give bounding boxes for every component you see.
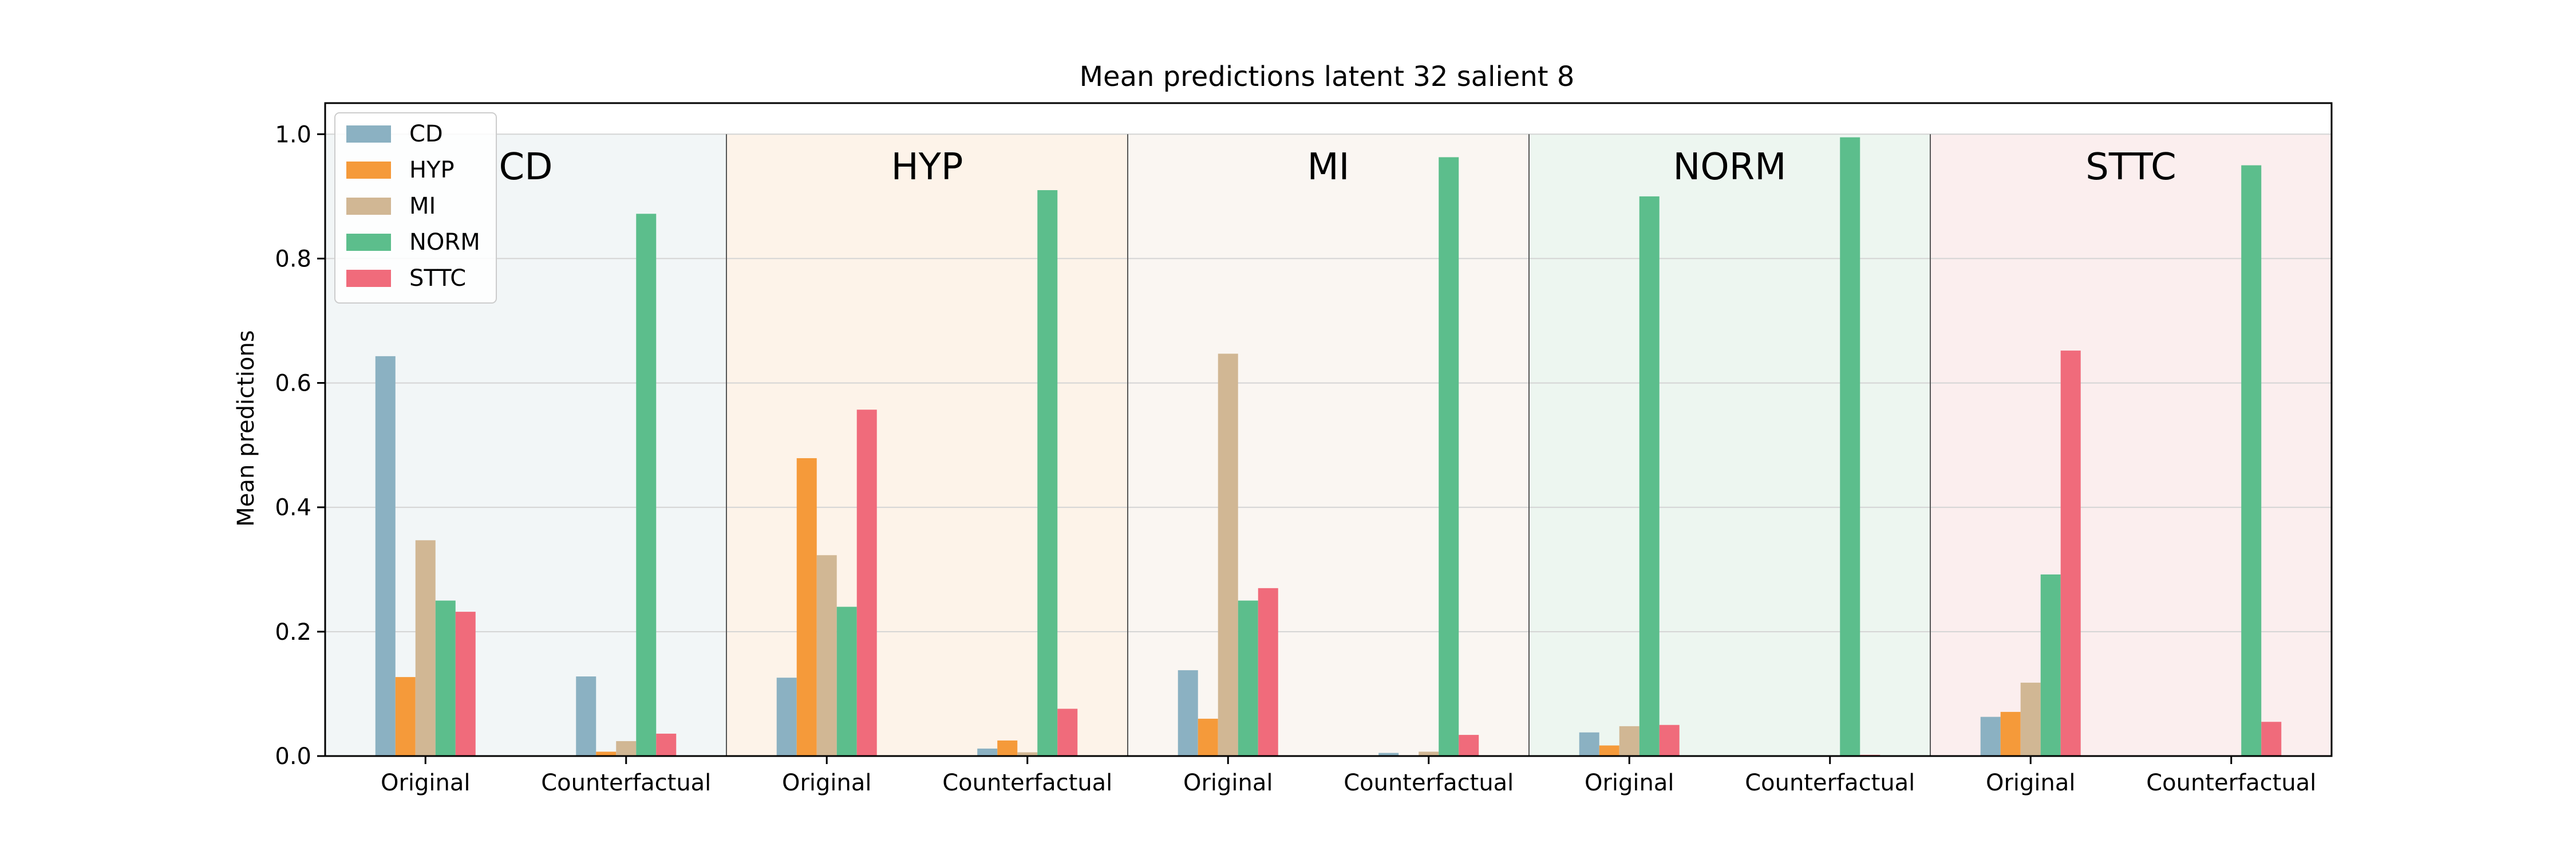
legend-label-sttc: STTC — [409, 265, 466, 292]
x-tick-label: Counterfactual — [942, 770, 1112, 796]
bar-hyp-counterfactual-mi — [1017, 752, 1038, 756]
legend-swatch-mi — [346, 198, 391, 215]
panel-background-norm — [1529, 134, 1930, 756]
legend-swatch-cd — [346, 125, 391, 143]
bar-hyp-original-mi — [816, 555, 837, 756]
legend-box — [334, 112, 497, 304]
bar-mi-counterfactual-sttc — [1459, 735, 1479, 756]
bar-sttc-original-norm — [2040, 574, 2061, 756]
y-tick-label: 1.0 — [275, 121, 311, 148]
bar-hyp-original-cd — [776, 678, 797, 756]
x-tick-label: Original — [1183, 770, 1273, 796]
bar-cd-original-sttc — [455, 612, 476, 756]
bar-hyp-counterfactual-hyp — [997, 740, 1018, 756]
x-tick-label: Original — [381, 770, 471, 796]
bar-sttc-original-cd — [1980, 717, 2001, 756]
y-tick-label: 0.4 — [275, 495, 311, 521]
bar-sttc-counterfactual-norm — [2241, 165, 2262, 757]
bar-mi-original-mi — [1218, 353, 1238, 756]
x-tick-label: Counterfactual — [2146, 770, 2316, 796]
legend-label-mi: MI — [409, 193, 436, 219]
bar-cd-counterfactual-hyp — [596, 751, 617, 756]
bar-norm-original-sttc — [1659, 725, 1680, 756]
bar-norm-original-hyp — [1599, 745, 1619, 756]
legend-label-cd: CD — [409, 121, 443, 147]
chart-title: Mean predictions latent 32 salient 8 — [1080, 61, 1575, 93]
bar-norm-original-cd — [1579, 732, 1599, 756]
bar-hyp-counterfactual-sttc — [1057, 709, 1078, 756]
legend-swatch-sttc — [346, 270, 391, 287]
panel-dividers — [726, 134, 1931, 756]
x-tick-label: Counterfactual — [541, 770, 711, 796]
bar-mi-original-norm — [1238, 600, 1258, 756]
x-tick-label: Original — [1986, 770, 2076, 796]
panel-labels: CD HYP MI NORM STTC — [499, 146, 2176, 188]
panel-label-sttc: STTC — [2085, 146, 2176, 188]
panel-label-norm: NORM — [1673, 146, 1787, 188]
bar-sttc-original-sttc — [2060, 351, 2081, 756]
bar-cd-original-mi — [415, 540, 436, 756]
bar-cd-original-hyp — [395, 677, 416, 756]
y-tick-label: 0.8 — [275, 246, 311, 272]
legend-label-norm: NORM — [409, 229, 480, 255]
panel-background-sttc — [1930, 134, 2332, 756]
y-tick-label: 0.6 — [275, 371, 311, 397]
panel-label-mi: MI — [1307, 146, 1349, 188]
bars — [375, 137, 2282, 757]
bar-hyp-original-norm — [836, 607, 857, 756]
panel-label-hyp: HYP — [891, 146, 963, 188]
bar-norm-original-norm — [1639, 196, 1660, 756]
x-tick-label: Counterfactual — [1745, 770, 1915, 796]
panel-label-cd: CD — [499, 146, 553, 188]
y-tick-label: 0.0 — [275, 743, 311, 770]
bar-norm-counterfactual-norm — [1840, 137, 1860, 757]
bar-cd-original-cd — [375, 356, 396, 756]
bar-hyp-counterfactual-norm — [1037, 190, 1058, 756]
legend-swatch-hyp — [346, 162, 391, 179]
x-tick-label: Original — [782, 770, 872, 796]
y-axis-label: Mean predictions — [233, 330, 259, 526]
panel-background-mi — [1128, 134, 1529, 756]
bar-cd-original-norm — [435, 600, 456, 756]
bar-cd-counterfactual-cd — [576, 676, 596, 756]
bar-mi-original-cd — [1178, 670, 1198, 756]
bar-mi-original-sttc — [1258, 588, 1278, 756]
bar-sttc-counterfactual-sttc — [2261, 722, 2282, 756]
bar-cd-counterfactual-norm — [636, 214, 657, 756]
legend-label-hyp: HYP — [409, 157, 455, 183]
bar-hyp-original-hyp — [796, 458, 817, 756]
bar-mi-counterfactual-mi — [1419, 751, 1439, 756]
bar-hyp-counterfactual-cd — [977, 748, 998, 756]
bar-mi-counterfactual-norm — [1439, 157, 1459, 756]
plot-frame — [324, 102, 2333, 757]
y-axis: 0.0 0.2 0.4 0.6 0.8 1.0 — [275, 121, 325, 770]
x-axis: Original Counterfactual Original Counterfac… — [381, 756, 2316, 796]
y-tick-label: 0.2 — [275, 619, 311, 645]
bar-sttc-original-mi — [2020, 682, 2041, 756]
bar-cd-counterfactual-sttc — [656, 733, 677, 756]
x-tick-label: Counterfactual — [1344, 770, 1514, 796]
legend: CD HYP MI NORM STTC — [334, 112, 497, 304]
bar-sttc-original-hyp — [2000, 711, 2021, 756]
x-tick-label: Original — [1585, 770, 1674, 796]
bar-mi-original-hyp — [1198, 718, 1218, 756]
bar-norm-original-mi — [1619, 726, 1639, 756]
bar-cd-counterfactual-mi — [616, 741, 637, 756]
bar-hyp-original-sttc — [856, 410, 877, 756]
panel-backgrounds — [325, 134, 2332, 756]
bar-mi-counterfactual-cd — [1378, 753, 1399, 756]
panel-background-hyp — [726, 134, 1128, 756]
legend-swatch-norm — [346, 234, 391, 251]
